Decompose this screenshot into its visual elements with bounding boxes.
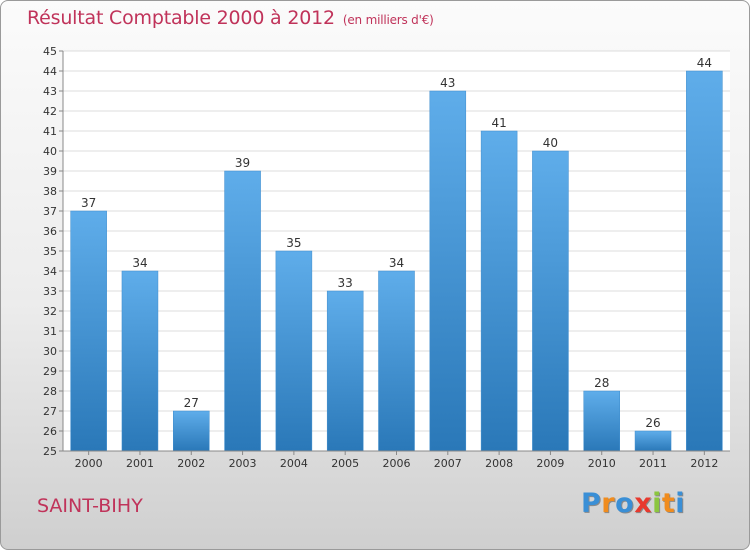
x-tick-label: 2005 — [331, 457, 359, 470]
y-tick-label: 30 — [43, 345, 57, 358]
bar-value-label: 26 — [645, 416, 660, 430]
bars: 37 34 27 39 35 33 34 43 41 40 28 26 44 — [70, 56, 723, 452]
logo-letter: t — [661, 488, 676, 519]
y-tick-label: 29 — [43, 365, 57, 378]
bar-value-label: 34 — [389, 256, 404, 270]
bar-2003 — [224, 170, 261, 452]
x-tick-label: 2003 — [229, 457, 257, 470]
bar-value-label: 27 — [184, 396, 199, 410]
y-tick-label: 44 — [43, 65, 57, 78]
bar-2012 — [686, 70, 723, 452]
x-tick-label: 2001 — [126, 457, 154, 470]
commune-name: SAINT-BIHY — [37, 495, 143, 517]
x-tick-label: 2009 — [536, 457, 564, 470]
y-tick-label: 43 — [43, 85, 57, 98]
y-tick-label: 45 — [43, 45, 57, 58]
y-axis: 25 26 27 28 29 30 31 32 33 34 35 36 37 38 39 40 41 42 43 44… — [43, 45, 64, 458]
y-tick-label: 25 — [43, 445, 57, 458]
y-tick-label: 27 — [43, 405, 57, 418]
bar-value-label: 35 — [286, 236, 301, 250]
logo-letter: o — [615, 488, 635, 519]
logo-letter: P — [581, 488, 602, 519]
y-tick-label: 39 — [43, 165, 57, 178]
y-tick-label: 35 — [43, 245, 57, 258]
logo-letter: i — [652, 488, 662, 519]
y-tick-label: 38 — [43, 185, 57, 198]
bar-2006 — [378, 270, 415, 452]
logo-letter: x — [634, 488, 653, 519]
y-tick-label: 26 — [43, 425, 57, 438]
bar-2004 — [275, 250, 313, 452]
bar-value-label: 41 — [491, 116, 506, 130]
chart-subtitle: (en milliers d'€) — [342, 13, 434, 27]
bar-value-label: 37 — [81, 196, 96, 210]
bar-2011 — [634, 430, 672, 452]
chart-title-text: Résultat Comptable 2000 à 2012 — [27, 7, 335, 29]
bar-value-label: 43 — [440, 76, 455, 90]
y-tick-label: 41 — [43, 125, 57, 138]
logo-letter: r — [601, 488, 616, 519]
y-tick-label: 32 — [43, 305, 57, 318]
x-tick-label: 2011 — [639, 457, 667, 470]
x-tick-label: 2012 — [690, 457, 718, 470]
bar-2005 — [326, 290, 364, 452]
y-tick-label: 28 — [43, 385, 57, 398]
x-tick-label: 2000 — [75, 457, 103, 470]
x-tick-label: 2002 — [177, 457, 205, 470]
proxiti-logo[interactable]: Proxiti — [581, 488, 685, 519]
x-tick-label: 2004 — [280, 457, 308, 470]
y-tick-label: 42 — [43, 105, 57, 118]
bar-2010 — [583, 390, 620, 452]
bar-2000 — [70, 210, 107, 452]
y-tick-label: 40 — [43, 145, 57, 158]
bar-2009 — [532, 150, 569, 452]
bar-value-label: 40 — [543, 136, 558, 150]
bar-2007 — [429, 90, 467, 452]
y-tick-label: 33 — [43, 285, 57, 298]
bar-value-label: 28 — [594, 376, 609, 390]
chart-title: Résultat Comptable 2000 à 2012 (en millie… — [27, 7, 434, 29]
bar-value-label: 33 — [338, 276, 353, 290]
logo-letter: i — [675, 488, 686, 519]
x-axis: 2000 2001 2002 2003 2004 2005 2006 2007 2008 2009… — [63, 450, 730, 470]
y-tick-label: 37 — [43, 205, 57, 218]
x-tick-label: 2006 — [383, 457, 411, 470]
x-tick-label: 2010 — [588, 457, 616, 470]
x-tick-label: 2007 — [434, 457, 462, 470]
y-tick-label: 31 — [43, 325, 57, 338]
y-tick-label: 36 — [43, 225, 57, 238]
bar-value-label: 34 — [132, 256, 147, 270]
y-tick-label: 34 — [43, 265, 57, 278]
bar-2002 — [173, 410, 210, 452]
bar-2001 — [121, 270, 159, 452]
x-tick-label: 2008 — [485, 457, 513, 470]
bar-2008 — [480, 130, 518, 452]
bar-value-label: 44 — [697, 56, 712, 70]
bar-value-label: 39 — [235, 156, 250, 170]
